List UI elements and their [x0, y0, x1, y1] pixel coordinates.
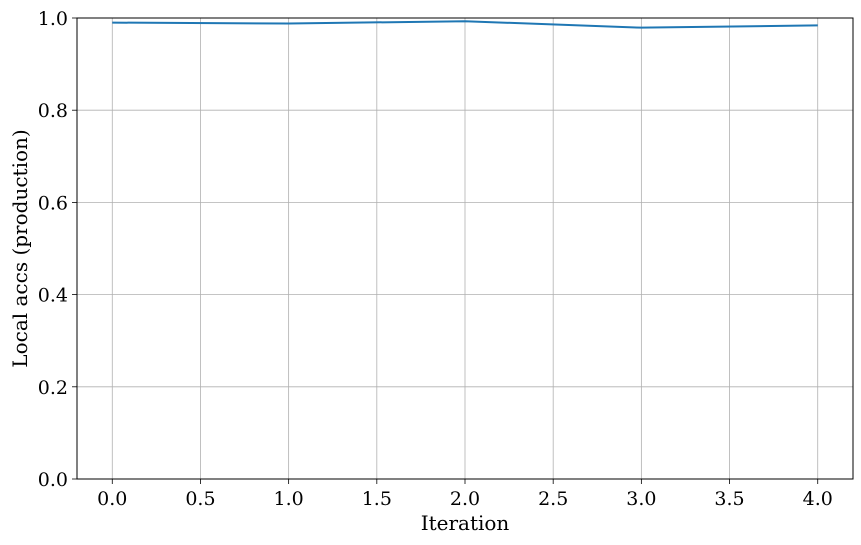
x-tick-label: 0.5 — [185, 488, 215, 510]
x-tick-label: 3.5 — [714, 488, 744, 510]
y-tick-label: 0.0 — [38, 469, 68, 491]
x-tick-label: 0.0 — [97, 488, 127, 510]
y-tick-label: 0.2 — [38, 377, 68, 399]
y-axis-label: Local accs (production) — [8, 129, 32, 367]
x-axis-label: Iteration — [421, 511, 510, 535]
series-layer — [112, 20, 818, 29]
x-tick-label: 1.5 — [362, 488, 392, 510]
y-tick-label: 0.8 — [38, 100, 68, 122]
y-axis: 0.0 0.2 0.4 0.6 0.8 1.0 — [38, 8, 77, 491]
series-line-0 — [112, 20, 818, 29]
y-tick-label: 0.4 — [38, 285, 68, 307]
x-tick-label: 2.0 — [450, 488, 480, 510]
grid — [77, 17, 853, 480]
x-tick-label: 3.0 — [626, 488, 656, 510]
x-tick-label: 1.0 — [274, 488, 304, 510]
x-tick-label: 4.0 — [803, 488, 833, 510]
y-tick-label: 0.6 — [38, 192, 68, 214]
x-axis: 0.0 0.5 1.0 1.5 2.0 2.5 3.0 3.5 4.0 — [97, 479, 833, 510]
x-tick-label: 2.5 — [538, 488, 568, 510]
y-tick-label: 1.0 — [38, 8, 68, 30]
